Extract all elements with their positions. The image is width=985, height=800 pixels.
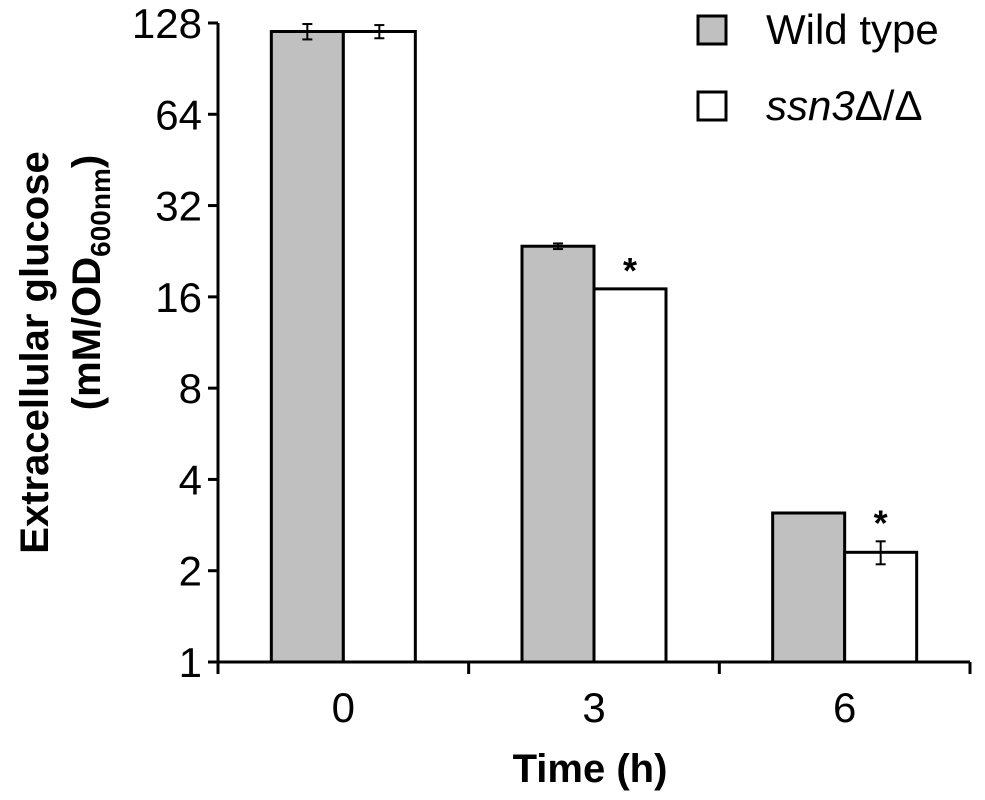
bar xyxy=(592,287,668,664)
legend-swatch-wild-type xyxy=(696,14,728,46)
error-bars-layer xyxy=(302,23,886,566)
y-axis-title-subscript: 600nm xyxy=(85,168,116,257)
bar xyxy=(520,244,596,664)
y-axis-title-units: (mM/OD xyxy=(65,257,109,410)
significance-marker: * xyxy=(623,250,637,291)
legend-swatch-ssn3 xyxy=(696,90,728,122)
y-tick-label: 64 xyxy=(155,91,202,138)
y-tick-label: 2 xyxy=(179,548,202,595)
x-axis-title: Time (h) xyxy=(513,747,668,791)
y-axis-title-line1: Extracellular glucose xyxy=(13,151,57,553)
bar xyxy=(269,29,345,664)
y-tick-label: 4 xyxy=(179,456,202,503)
legend-label-ssn3: ssn3Δ/Δ xyxy=(766,82,923,129)
y-tick-label: 32 xyxy=(155,183,202,230)
significance-marker: * xyxy=(874,502,888,543)
legend-label-ssn3-gene: ssn3 xyxy=(766,82,855,129)
significance-layer: ** xyxy=(623,250,888,543)
y-ticks: 1 2 4 8 16 32 64 128 xyxy=(132,0,218,686)
bar xyxy=(341,29,417,664)
y-axis-title-line2: (mM/OD600nm) xyxy=(65,155,116,410)
y-axis-title-close-paren: ) xyxy=(65,155,109,168)
bar xyxy=(771,511,847,664)
x-tick-label: 0 xyxy=(332,684,355,731)
bars-layer xyxy=(269,29,919,664)
x-ticks: 0 3 6 xyxy=(216,662,972,731)
y-tick-label: 8 xyxy=(179,365,202,412)
legend-label-wild-type: Wild type xyxy=(766,6,939,53)
legend: Wild type ssn3Δ/Δ xyxy=(696,6,939,129)
bar xyxy=(843,550,919,664)
y-tick-label: 16 xyxy=(155,274,202,321)
y-tick-label: 128 xyxy=(132,0,202,47)
x-tick-label: 6 xyxy=(833,684,856,731)
legend-label-ssn3-suffix: Δ/Δ xyxy=(855,82,923,129)
x-tick-label: 3 xyxy=(582,684,605,731)
y-tick-label: 1 xyxy=(179,639,202,686)
